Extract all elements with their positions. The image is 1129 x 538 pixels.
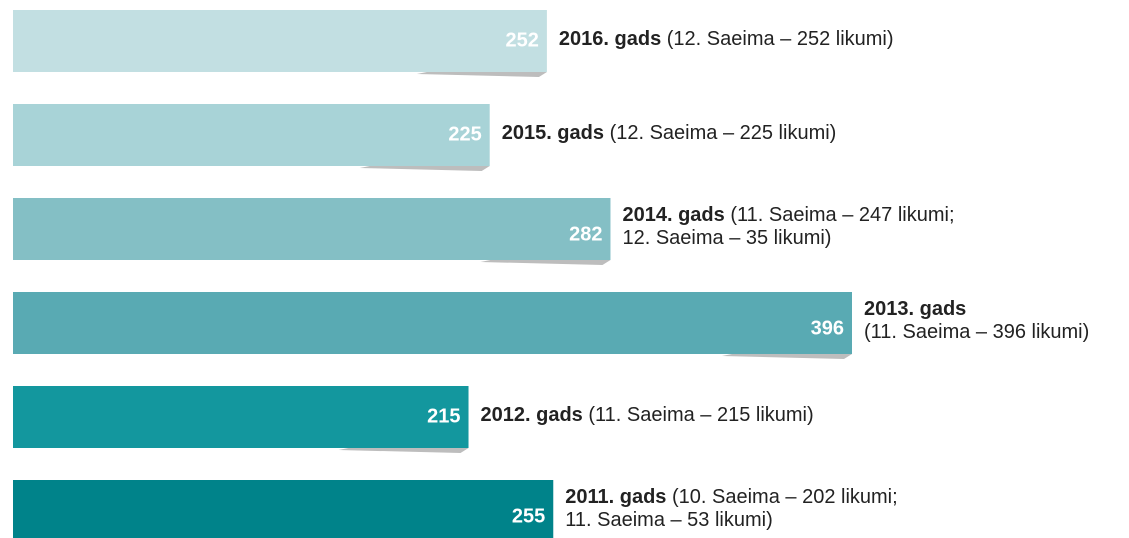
value-label: 396 bbox=[811, 317, 844, 339]
bar-shadow bbox=[338, 448, 469, 453]
detail-text: (11. Saeima – 215 likumi) bbox=[588, 403, 814, 426]
bar bbox=[13, 480, 554, 538]
bar-shadow bbox=[359, 166, 490, 171]
bar-label: 2012. gads (11. Saeima – 215 likumi) bbox=[481, 404, 1129, 427]
bar-shadow bbox=[480, 260, 611, 265]
bar-label: 2014. gads (11. Saeima – 247 likumi; 12. … bbox=[622, 204, 1129, 250]
bar-shadow bbox=[416, 72, 547, 77]
year-label: 2015. gads bbox=[501, 121, 604, 144]
year-label: 2013. gads bbox=[864, 298, 967, 320]
detail-text: 12. Saeima – 35 likumi) bbox=[622, 227, 832, 249]
bar bbox=[13, 386, 469, 448]
value-label: 255 bbox=[512, 505, 545, 527]
bar bbox=[13, 10, 547, 72]
year-label: 2016. gads bbox=[558, 27, 662, 50]
year-label: 2011. gads bbox=[565, 486, 667, 508]
bar bbox=[13, 104, 490, 166]
bar-shadow bbox=[722, 354, 852, 359]
detail-text: (11. Saeima – 247 likumi; bbox=[730, 204, 955, 226]
year-label: 2012. gads bbox=[480, 403, 583, 426]
bar-label: 2013. gads (11. Saeima – 396 likumi) bbox=[864, 298, 1129, 344]
detail-text: (12. Saeima – 252 likumi) bbox=[666, 27, 894, 50]
detail-text: (10. Saeima – 202 likumi; bbox=[672, 486, 898, 508]
detail-text: 11. Saeima – 53 likumi) bbox=[565, 509, 773, 531]
value-label: 252 bbox=[506, 29, 539, 51]
bar bbox=[13, 198, 611, 260]
value-label: 225 bbox=[448, 123, 481, 145]
detail-text: (12. Saeima – 225 likumi) bbox=[609, 121, 837, 144]
year-label: 2014. gads bbox=[622, 204, 725, 226]
bar-label: 2011. gads (10. Saeima – 202 likumi; 11. … bbox=[565, 486, 1129, 532]
bar-label: 2016. gads (12. Saeima – 252 likumi) bbox=[559, 28, 1129, 51]
bar-label: 2015. gads (12. Saeima – 225 likumi) bbox=[502, 122, 1129, 145]
value-label: 282 bbox=[569, 223, 602, 245]
bar bbox=[13, 292, 852, 354]
value-label: 215 bbox=[427, 405, 460, 427]
detail-text: (11. Saeima – 396 likumi) bbox=[864, 321, 1090, 343]
